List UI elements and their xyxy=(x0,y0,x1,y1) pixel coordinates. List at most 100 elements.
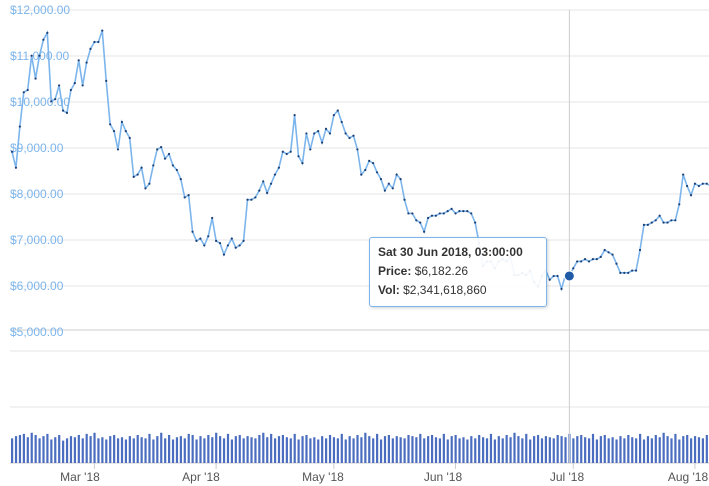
volume-bar xyxy=(705,435,708,463)
volume-bar xyxy=(548,437,551,463)
price-point xyxy=(156,148,159,151)
price-point xyxy=(234,246,237,249)
volume-bar xyxy=(215,432,218,463)
volume-bar xyxy=(509,437,512,463)
price-point xyxy=(344,132,347,135)
price-point xyxy=(183,196,186,199)
volume-bar xyxy=(301,436,304,463)
volume-bar xyxy=(470,436,473,463)
price-point xyxy=(85,61,88,64)
price-point xyxy=(372,162,375,165)
price-point xyxy=(411,212,414,215)
volume-bar xyxy=(266,437,269,463)
price-point xyxy=(572,267,575,270)
volume-bar xyxy=(662,432,665,463)
volume-bar xyxy=(693,436,697,463)
price-point xyxy=(230,237,233,240)
volume-bar xyxy=(34,435,37,463)
price-point xyxy=(395,173,398,176)
volume-bar xyxy=(164,438,167,463)
volume-bar xyxy=(171,439,175,463)
y-tick-label: $12,000.00 xyxy=(10,3,70,17)
price-point xyxy=(175,168,178,172)
price-point xyxy=(22,91,25,94)
price-point xyxy=(360,173,363,176)
volume-bar xyxy=(11,438,14,463)
volume-bar xyxy=(403,438,406,463)
volume-bar xyxy=(356,435,359,463)
price-point xyxy=(195,239,198,242)
price-series[interactable] xyxy=(10,29,709,292)
volume-bar xyxy=(14,436,18,463)
volume-bar xyxy=(654,435,657,463)
volume-bar xyxy=(407,435,410,463)
volume-bar xyxy=(85,433,88,463)
volume-bar xyxy=(701,438,704,463)
price-point xyxy=(187,194,190,197)
volume-bar xyxy=(650,438,653,463)
price-point xyxy=(340,120,343,124)
x-tick-label: Jul '18 xyxy=(550,470,585,484)
volume-bar xyxy=(18,435,22,463)
y-tick-label: $5,000.00 xyxy=(10,325,64,339)
volume-bar xyxy=(183,438,186,463)
price-point xyxy=(50,100,53,103)
price-point xyxy=(54,98,57,101)
volume-bar xyxy=(140,437,143,463)
volume-bar xyxy=(289,438,292,463)
volume-bar xyxy=(128,436,131,463)
tooltip-vol-value: $2,341,618,860 xyxy=(403,283,487,297)
price-point xyxy=(289,150,292,153)
volume-bar xyxy=(591,433,595,463)
price-point xyxy=(26,88,29,92)
y-tick-label: $6,000.00 xyxy=(10,279,64,293)
volume-bar xyxy=(674,433,677,463)
volume-bar xyxy=(462,437,465,463)
price-point xyxy=(607,251,610,254)
price-point xyxy=(317,130,320,133)
volume-bar xyxy=(627,435,630,463)
price-point xyxy=(658,214,661,217)
price-point xyxy=(356,148,359,151)
volume-bar xyxy=(450,436,453,463)
price-point xyxy=(77,59,80,62)
volume-bar xyxy=(376,433,379,463)
price-point xyxy=(332,114,335,117)
volume-bar xyxy=(124,439,128,463)
volume-bar xyxy=(242,438,245,463)
volume-bar xyxy=(686,435,689,463)
price-point xyxy=(474,221,477,224)
volume-bar xyxy=(120,437,124,463)
volume-bar xyxy=(521,438,524,463)
volume-bar xyxy=(391,438,394,463)
volume-bar xyxy=(50,439,53,463)
price-point xyxy=(207,235,210,238)
volume-bar xyxy=(113,435,116,463)
price-point xyxy=(383,189,386,192)
price-point xyxy=(281,150,284,153)
volume-bar xyxy=(466,439,469,463)
price-point xyxy=(301,162,304,165)
price-point xyxy=(375,171,379,174)
volume-bar xyxy=(62,440,65,463)
price-point xyxy=(462,210,465,213)
volume-bar xyxy=(438,438,442,463)
price-point xyxy=(654,219,657,222)
price-point xyxy=(426,216,430,220)
volume-bar xyxy=(258,435,261,463)
volume-bar xyxy=(387,435,390,463)
price-point xyxy=(689,194,693,197)
y-tick-label: $8,000.00 xyxy=(10,187,64,201)
volume-bar xyxy=(26,437,29,463)
volume-bar xyxy=(293,433,296,463)
price-point xyxy=(662,221,665,224)
volume-bar xyxy=(273,438,277,463)
price-point xyxy=(560,287,563,290)
volume-bar xyxy=(560,436,563,463)
price-point xyxy=(305,132,308,135)
volume-bar xyxy=(175,437,179,463)
volume-bar xyxy=(246,436,249,463)
hover-marker xyxy=(563,270,575,282)
volume-bar xyxy=(152,439,155,463)
